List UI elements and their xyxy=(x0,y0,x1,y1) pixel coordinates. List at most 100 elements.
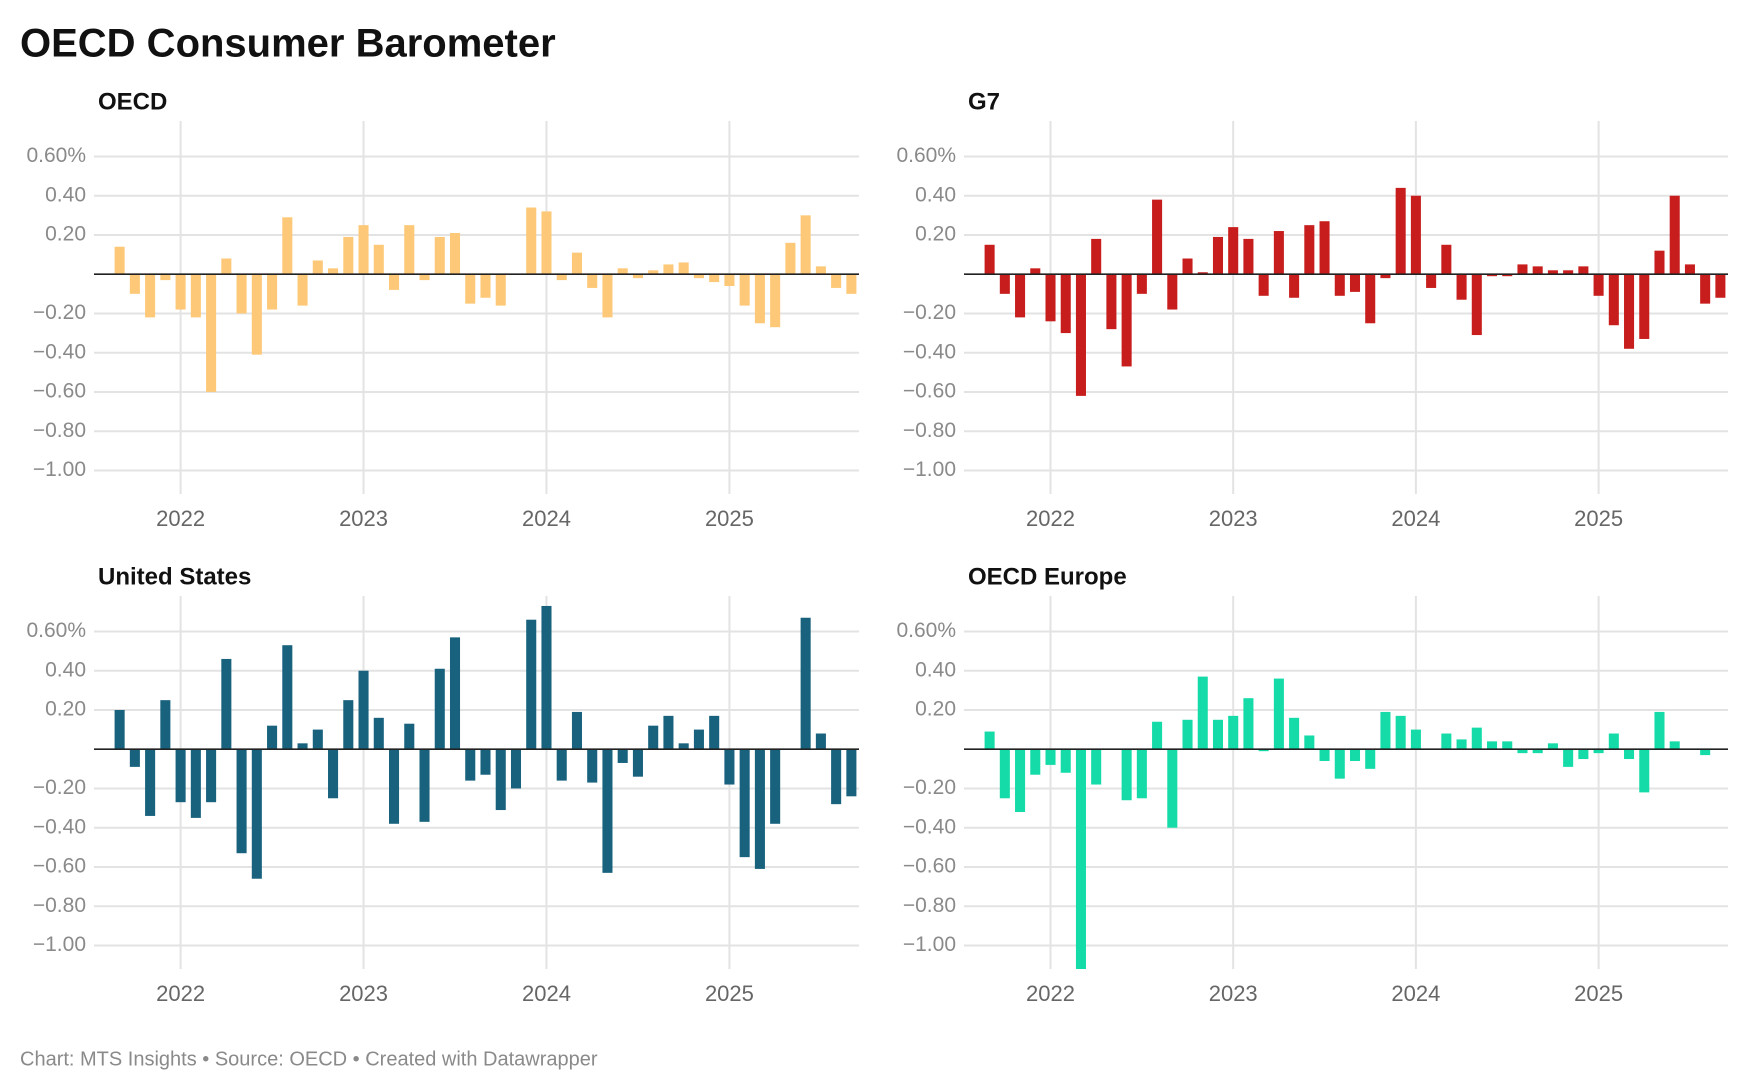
bar xyxy=(1030,749,1041,775)
bar xyxy=(1045,749,1056,765)
bar xyxy=(1349,274,1361,292)
bar xyxy=(1243,238,1254,275)
x-tick-label: 2024 xyxy=(522,981,571,1006)
x-tick-label: 2024 xyxy=(1391,506,1440,531)
bar xyxy=(648,270,659,275)
bar xyxy=(571,711,583,750)
bar xyxy=(1517,749,1528,754)
bar xyxy=(1547,270,1558,275)
bar xyxy=(1684,264,1695,275)
bar xyxy=(846,749,857,797)
bar xyxy=(343,700,354,750)
bar xyxy=(831,274,842,288)
bar xyxy=(800,215,811,275)
bar xyxy=(587,749,598,783)
bar xyxy=(1654,250,1665,275)
bar xyxy=(267,274,278,310)
bar xyxy=(1197,676,1208,750)
bar xyxy=(693,729,704,750)
bar xyxy=(1197,272,1208,275)
bar xyxy=(267,725,278,750)
y-tick-label: −0.60 xyxy=(903,855,956,878)
bar xyxy=(251,274,262,355)
bar xyxy=(693,274,704,279)
bar xyxy=(587,274,598,288)
bar xyxy=(1608,274,1619,326)
bar xyxy=(1273,678,1284,750)
bar xyxy=(419,274,430,281)
x-tick-label: 2024 xyxy=(522,506,571,531)
bar xyxy=(1471,274,1482,336)
bar xyxy=(846,274,857,294)
bar xyxy=(1228,715,1239,750)
y-tick-label: −0.40 xyxy=(903,815,956,838)
y-tick-label: 0.60% xyxy=(896,619,956,642)
bar xyxy=(449,233,461,275)
bar xyxy=(1182,719,1193,750)
bar xyxy=(1075,274,1086,396)
panel-title: OECD xyxy=(98,88,167,115)
bar xyxy=(1060,274,1071,334)
bar xyxy=(1228,227,1239,275)
y-tick-label: −0.60 xyxy=(33,855,86,878)
bar xyxy=(160,274,171,281)
y-tick-label: −0.80 xyxy=(903,894,956,917)
bar xyxy=(1578,266,1589,275)
bar xyxy=(145,274,156,318)
y-tick-label: −1.00 xyxy=(903,458,956,481)
bar xyxy=(617,749,628,763)
bar xyxy=(999,274,1010,294)
bar xyxy=(1258,274,1269,296)
x-tick-label: 2022 xyxy=(1026,506,1075,531)
panel-title: OECD Europe xyxy=(968,563,1127,590)
y-tick-label: 0.20 xyxy=(45,223,86,246)
bar xyxy=(1212,719,1224,750)
bar xyxy=(282,645,293,750)
bar xyxy=(526,207,537,275)
x-tick-label: 2023 xyxy=(1209,506,1258,531)
bar xyxy=(1167,749,1178,828)
y-tick-label: 0.60% xyxy=(26,144,86,167)
y-tick-label: −0.60 xyxy=(903,380,956,403)
y-tick-label: −0.80 xyxy=(903,419,956,442)
bar xyxy=(1349,749,1361,761)
bar xyxy=(1365,749,1376,769)
bar xyxy=(739,274,750,306)
bar xyxy=(1456,274,1467,300)
bar xyxy=(1700,749,1711,756)
bar xyxy=(251,749,262,879)
y-tick-label: −0.20 xyxy=(903,301,956,324)
x-tick-label: 2022 xyxy=(1026,981,1075,1006)
bar xyxy=(1334,749,1345,779)
bar xyxy=(358,670,369,750)
bar xyxy=(678,743,689,750)
bar xyxy=(1700,274,1711,304)
y-tick-label: 0.40 xyxy=(45,658,86,681)
bar xyxy=(526,619,537,750)
bar xyxy=(632,749,643,777)
bar xyxy=(510,749,522,789)
bar xyxy=(434,236,445,275)
bar xyxy=(754,274,765,324)
bar xyxy=(1426,274,1437,288)
bar xyxy=(724,749,735,785)
y-tick-label: −0.20 xyxy=(33,776,86,799)
bar xyxy=(1045,274,1056,322)
footer: Chart: MTS Insights • Source: OECD • Cre… xyxy=(20,1048,598,1070)
bar xyxy=(556,749,567,781)
x-tick-label: 2022 xyxy=(156,506,205,531)
bar xyxy=(754,749,765,869)
bar xyxy=(343,236,354,275)
bar xyxy=(129,274,140,294)
bar xyxy=(1547,743,1558,750)
bar xyxy=(419,749,430,822)
bar xyxy=(114,709,125,750)
bar xyxy=(236,749,247,854)
y-tick-label: 0.40 xyxy=(45,183,86,206)
bar xyxy=(114,246,125,275)
bar xyxy=(739,749,750,858)
bar xyxy=(221,258,232,275)
bar xyxy=(1152,199,1163,275)
bar xyxy=(1091,749,1102,785)
